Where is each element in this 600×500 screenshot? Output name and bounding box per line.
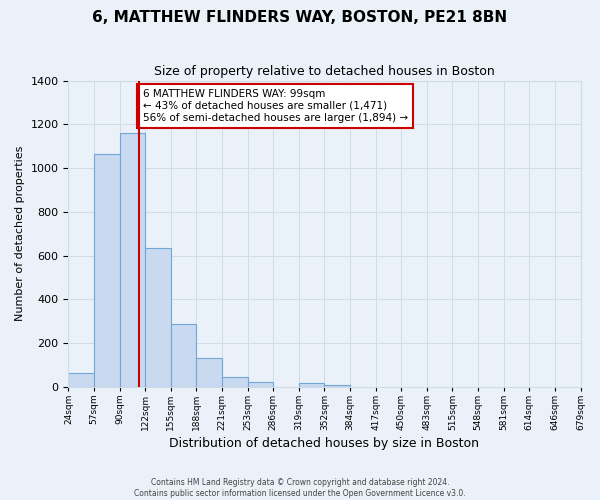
Bar — [119, 133, 145, 386]
Text: 6, MATTHEW FLINDERS WAY, BOSTON, PE21 8BN: 6, MATTHEW FLINDERS WAY, BOSTON, PE21 8B… — [92, 10, 508, 25]
Bar — [94, 154, 119, 386]
Bar — [325, 384, 350, 386]
Y-axis label: Number of detached properties: Number of detached properties — [15, 146, 25, 322]
X-axis label: Distribution of detached houses by size in Boston: Distribution of detached houses by size … — [169, 437, 479, 450]
Bar — [299, 384, 325, 386]
Bar — [222, 377, 248, 386]
Text: Contains HM Land Registry data © Crown copyright and database right 2024.
Contai: Contains HM Land Registry data © Crown c… — [134, 478, 466, 498]
Bar — [248, 382, 273, 386]
Text: 6 MATTHEW FLINDERS WAY: 99sqm
← 43% of detached houses are smaller (1,471)
56% o: 6 MATTHEW FLINDERS WAY: 99sqm ← 43% of d… — [143, 90, 407, 122]
Bar — [145, 248, 171, 386]
Bar — [68, 372, 94, 386]
Bar — [196, 358, 222, 386]
Title: Size of property relative to detached houses in Boston: Size of property relative to detached ho… — [154, 65, 495, 78]
Bar — [171, 324, 196, 386]
